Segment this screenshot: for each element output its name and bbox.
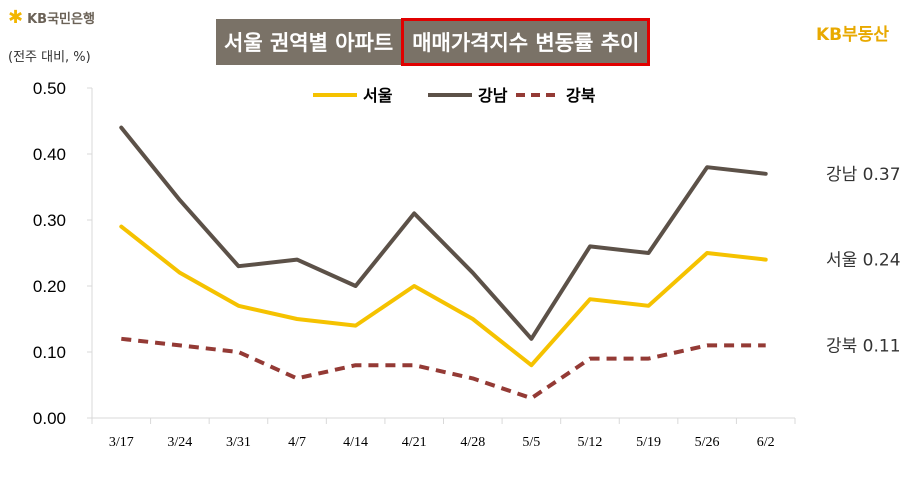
y-tick-label: 0.20 bbox=[33, 277, 66, 296]
y-tick-label: 0.10 bbox=[33, 343, 66, 362]
x-tick-label: 4/14 bbox=[343, 435, 368, 450]
x-tick-label: 5/12 bbox=[578, 435, 603, 450]
legend-label-강남: 강남 bbox=[478, 86, 508, 105]
series-line-강북 bbox=[121, 336, 766, 401]
y-tick-label: 0.40 bbox=[33, 145, 66, 164]
title-part1: 서울 권역별 아파트 bbox=[216, 19, 402, 65]
series-line-서울 bbox=[119, 224, 768, 368]
legend-label-강북: 강북 bbox=[566, 86, 596, 105]
x-tick-label: 5/19 bbox=[636, 435, 661, 450]
x-tick-label: 4/7 bbox=[288, 435, 306, 450]
x-tick-label: 4/28 bbox=[460, 435, 485, 450]
x-tick-label: 6/2 bbox=[757, 435, 775, 450]
end-label-강북: 강북 0.11 bbox=[826, 336, 901, 356]
series-line-강남 bbox=[119, 125, 768, 341]
y-tick-label: 0.50 bbox=[33, 79, 66, 98]
end-label-서울: 서울 0.24 bbox=[826, 251, 901, 271]
y-tick-label: 0.30 bbox=[33, 211, 66, 230]
unit-label: (전주 대비, %) bbox=[8, 50, 91, 65]
kb-bank-logo: ✱ KB국민은행 bbox=[8, 8, 95, 27]
x-tick-label: 4/21 bbox=[402, 435, 427, 450]
x-tick-label: 3/31 bbox=[226, 435, 251, 450]
y-tick-label: 0.00 bbox=[33, 409, 66, 428]
chart-title: 서울 권역별 아파트 매매가격지수 변동률 추이 bbox=[216, 18, 651, 66]
kb-star-icon: ✱ bbox=[8, 6, 24, 28]
kb-real-estate-logo: KB부동산 bbox=[815, 25, 889, 45]
x-tick-label: 3/24 bbox=[167, 435, 192, 450]
x-tick-label: 5/5 bbox=[522, 435, 540, 450]
title-part2-highlighted: 매매가격지수 변동률 추이 bbox=[401, 18, 651, 66]
x-tick-label: 3/17 bbox=[109, 435, 134, 450]
bank-logo-text: KB국민은행 bbox=[27, 12, 95, 27]
x-tick-label: 5/26 bbox=[695, 435, 720, 450]
end-label-강남: 강남 0.37 bbox=[826, 165, 901, 185]
legend-label-서울: 서울 bbox=[363, 86, 393, 105]
